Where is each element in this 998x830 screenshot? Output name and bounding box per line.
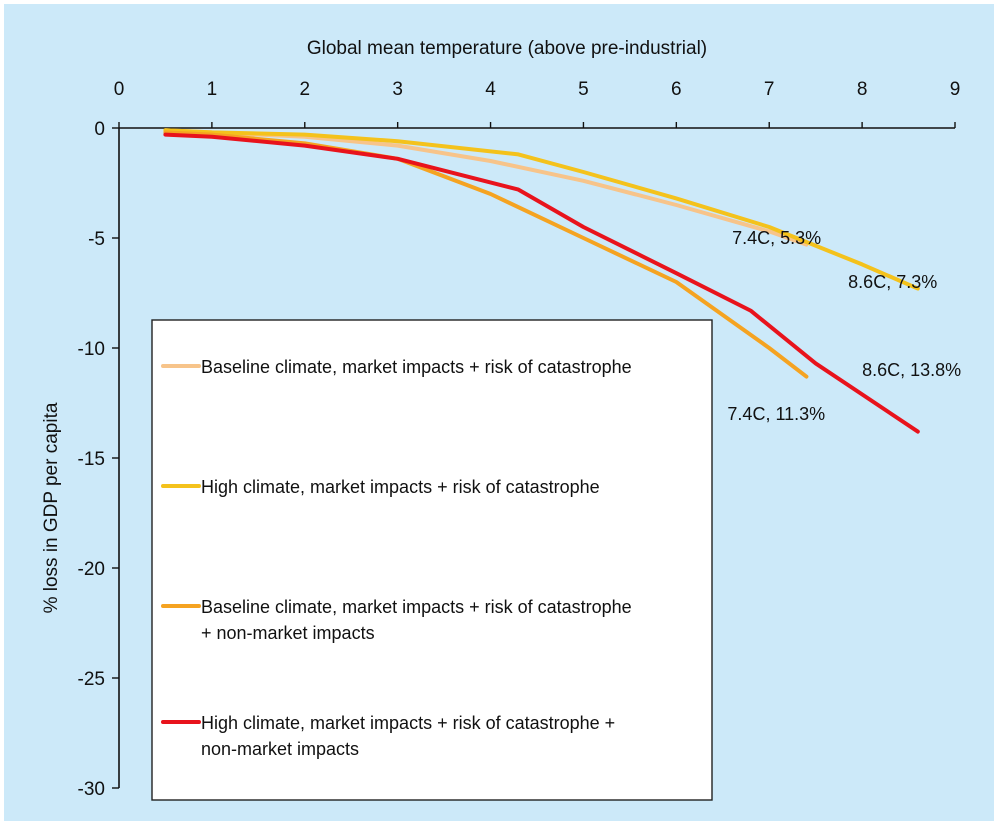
x-tick-label: 2 (299, 79, 310, 100)
x-tick-label: 9 (950, 79, 961, 100)
legend-item: High climate, market impacts + risk of c… (161, 477, 600, 497)
x-tick-label: 8 (857, 79, 868, 100)
series-lines (163, 128, 920, 434)
legend-label: + non-market impacts (201, 623, 375, 643)
x-tick-label: 5 (578, 79, 589, 100)
y-tick-label: -5 (88, 229, 105, 250)
x-tick-label: 6 (671, 79, 682, 100)
legend-box (151, 319, 713, 801)
legend-label: Baseline climate, market impacts + risk … (201, 597, 632, 617)
annotations: 7.4C, 5.3% 8.6C, 7.3% 8.6C, 13.8% 7.4C, 11.… (727, 228, 961, 424)
legend-item: Baseline climate, market impacts + risk … (161, 357, 632, 377)
x-tick-label: 0 (114, 79, 125, 100)
y-ticks: 0 -5 -10 -15 -20 -25 -30 (78, 119, 119, 800)
y-tick-label: -30 (78, 779, 105, 800)
data-label: 7.4C, 5.3% (732, 228, 821, 248)
series-line-2 (163, 128, 920, 291)
axes: 0 1 2 3 4 5 6 7 8 9 0 -5 -10 -15 -20 -25 -30 Global mea… (41, 38, 960, 800)
y-tick-label: -10 (78, 339, 105, 360)
data-label: 8.6C, 7.3% (848, 272, 937, 292)
series-line-3 (163, 130, 809, 379)
data-label: 8.6C, 13.8% (862, 360, 961, 380)
legend-label: High climate, market impacts + risk of c… (201, 477, 600, 497)
y-tick-label: -15 (78, 449, 105, 470)
x-tick-label: 7 (764, 79, 775, 100)
legend-item: High climate, market impacts + risk of c… (161, 713, 615, 759)
legend-label: High climate, market impacts + risk of c… (201, 713, 615, 733)
y-tick-label: 0 (94, 119, 105, 140)
data-label: 7.4C, 11.3% (727, 404, 825, 424)
y-tick-label: -25 (78, 669, 105, 690)
legend: Baseline climate, market impacts + risk … (151, 319, 713, 801)
legend-label: Baseline climate, market impacts + risk … (201, 357, 632, 377)
x-ticks: 0 1 2 3 4 5 6 7 8 9 (114, 79, 961, 128)
legend-label: non-market impacts (201, 739, 359, 759)
x-tick-label: 1 (207, 79, 218, 100)
y-tick-label: -20 (78, 559, 105, 580)
legend-item: Baseline climate, market impacts + risk … (161, 597, 632, 643)
x-axis-title: Global mean temperature (above pre-indus… (307, 38, 707, 59)
legend-items: Baseline climate, market impacts + risk … (161, 357, 632, 759)
y-axis-title: % loss in GDP per capita (41, 402, 62, 613)
x-tick-label: 4 (485, 79, 496, 100)
x-tick-label: 3 (392, 79, 403, 100)
series-line-4 (163, 132, 920, 434)
